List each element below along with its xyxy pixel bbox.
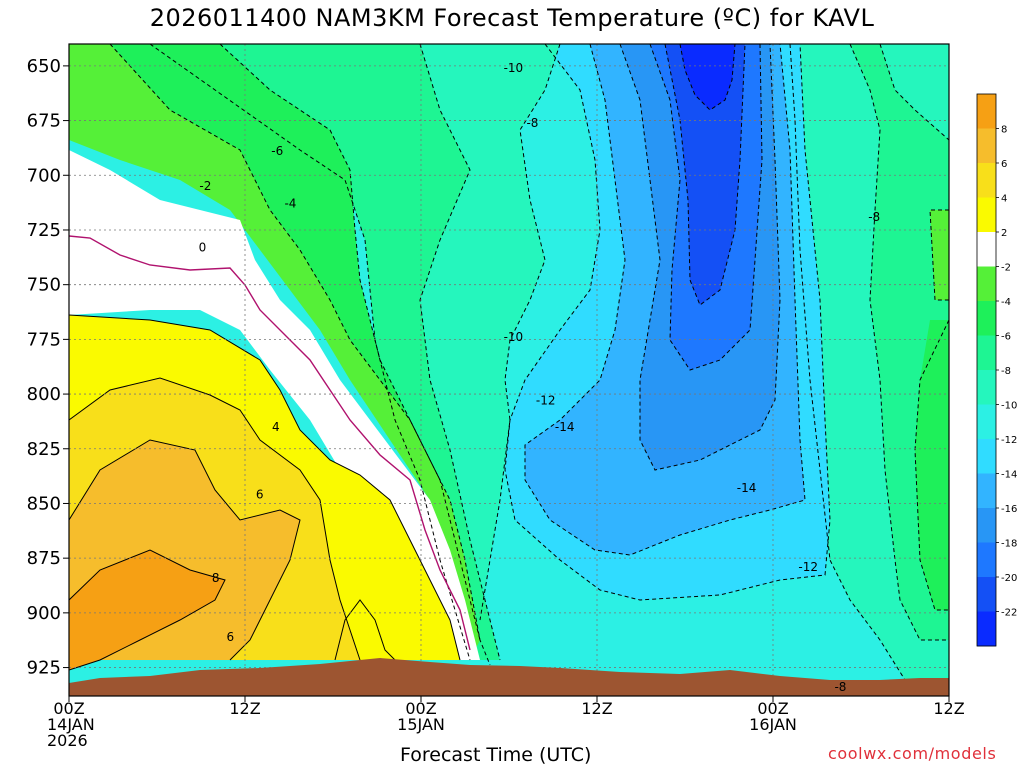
x-tick-label: 16JAN (749, 715, 797, 734)
colorbar-swatch (977, 232, 996, 267)
colorbar-swatch (977, 542, 996, 578)
y-tick-label: 925 (27, 658, 61, 679)
credit-link[interactable]: coolwx.com/models (828, 744, 997, 763)
colorbar-swatch (977, 404, 996, 440)
y-tick-label: 800 (27, 384, 61, 405)
contour-label: -12 (536, 394, 556, 408)
colorbar-label: 6 (1001, 159, 1007, 170)
chart-title: 2026011400 NAM3KM Forecast Temperature (… (149, 4, 875, 32)
y-tick-label: 775 (27, 329, 61, 350)
x-tick-label: 12Z (229, 699, 260, 718)
colorbar-swatch (977, 94, 996, 129)
field-cold-22 (680, 44, 735, 110)
colorbar-swatch (977, 301, 996, 336)
contour-labels: -10 -8 -6 -2 -4 0 -8 -10 -12 -14 4 6 -14 8 -12 6 -8 (199, 61, 881, 694)
contour-label: -2 (199, 179, 211, 193)
field-white (69, 150, 480, 660)
colorbar-swatch (977, 611, 996, 647)
colorbar: 8 6 4 2 -2 -4 -6 -8 -10 -12 -14 -16 -18 -20 -22 (976, 93, 1017, 647)
contour-label: -6 (271, 144, 283, 158)
colorbar-label: -20 (1001, 573, 1017, 584)
plot-frame (68, 43, 950, 697)
field-green-6 (150, 44, 500, 660)
grid-lines (69, 44, 949, 696)
x-tick-label: 15JAN (397, 715, 445, 734)
contour-label: -14 (737, 481, 757, 495)
x-tick-label: 12Z (933, 699, 964, 718)
contour-label: -8 (834, 680, 846, 694)
colorbar-swatch (977, 335, 996, 371)
zero-contour (69, 235, 471, 651)
colorbar-swatch (977, 508, 996, 543)
plot-area (69, 44, 949, 696)
colorbar-swatch (977, 577, 996, 612)
colorbar-label: -10 (1001, 401, 1017, 412)
colorbar-label: -14 (1001, 470, 1017, 481)
contour-label: 8 (212, 571, 220, 585)
colorbar-swatch (977, 163, 996, 198)
colorbar-label: -2 (1001, 263, 1011, 274)
colorbar-label: -4 (1001, 297, 1011, 308)
colorbar-label: 8 (1001, 125, 1007, 136)
colorbar-label: -18 (1001, 539, 1017, 550)
y-tick-label: 900 (27, 603, 61, 624)
field-cold-20 (665, 44, 745, 305)
colorbar-label: -16 (1001, 504, 1017, 515)
y-tick-label: 650 (27, 56, 61, 77)
colorbar-label: 2 (1001, 228, 1007, 239)
y-tick-label: 750 (27, 275, 61, 296)
colorbar-swatch (977, 128, 996, 164)
contour-label: -12 (798, 560, 818, 574)
colorbar-label: -22 (1001, 608, 1017, 619)
colorbar-label: -8 (1001, 366, 1011, 377)
contour-label: 0 (199, 240, 207, 254)
contour-label: -8 (526, 116, 538, 130)
contour-label: 6 (256, 488, 264, 502)
colorbar-swatch (977, 266, 996, 302)
x-tick-label: 12Z (581, 699, 612, 718)
colorbar-swatch (977, 370, 996, 405)
contour-label: -14 (555, 420, 575, 434)
field-green-2 (69, 44, 480, 660)
contour-label: -10 (504, 330, 524, 344)
contour-label: -4 (284, 197, 296, 211)
x-tick-label: 00Z (53, 699, 84, 718)
x-tick-label: 14JAN (47, 715, 95, 734)
colorbar-label: 4 (1001, 194, 1007, 205)
colorbar-swatch (977, 197, 996, 233)
x-axis-label: Forecast Time (UTC) (400, 744, 592, 766)
x-tick-label: 00Z (405, 699, 436, 718)
colorbar-label: -12 (1001, 435, 1017, 446)
colorbar-swatch (977, 439, 996, 474)
contour-label: -10 (504, 61, 524, 75)
colorbar-label: -6 (1001, 332, 1011, 343)
contour-label: -8 (868, 210, 880, 224)
y-axis: 650 675 700 725 750 775 800 825 850 875 900 925 (27, 56, 69, 679)
y-tick-label: 700 (27, 165, 61, 186)
contour-label: 4 (272, 420, 280, 434)
x-tick-label: 00Z (757, 699, 788, 718)
field-right-green3 (930, 210, 949, 300)
y-tick-label: 675 (27, 111, 61, 132)
field-right-green2 (915, 320, 949, 610)
y-tick-label: 825 (27, 439, 61, 460)
ground-fill (69, 658, 949, 696)
y-tick-label: 850 (27, 493, 61, 514)
y-tick-label: 875 (27, 548, 61, 569)
positive-contours (69, 314, 461, 671)
colorbar-swatch (977, 473, 996, 509)
y-tick-label: 725 (27, 220, 61, 241)
contour-label: 6 (227, 630, 235, 644)
field-upper-right (880, 44, 949, 140)
x-tick-label: 2026 (47, 731, 88, 750)
field-orange-8 (69, 550, 225, 670)
